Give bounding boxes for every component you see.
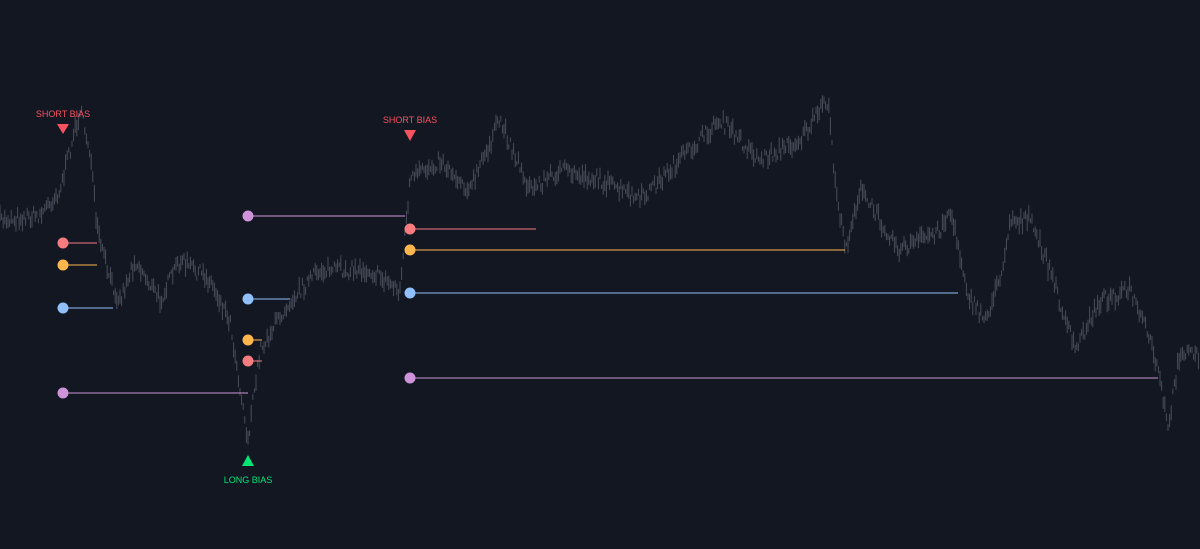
level-dot bbox=[242, 293, 254, 305]
short-bias-marker bbox=[57, 124, 69, 134]
short-bias-marker bbox=[404, 130, 416, 141]
level-dot bbox=[242, 334, 254, 346]
long-bias-label: LONG BIAS bbox=[224, 475, 273, 485]
level-dot bbox=[57, 387, 69, 399]
price-wicks bbox=[0, 95, 1199, 445]
level-dot bbox=[242, 210, 254, 222]
long-bias-marker bbox=[242, 455, 254, 466]
level-dot bbox=[242, 355, 254, 367]
level-dot bbox=[57, 259, 69, 271]
short-bias-label: SHORT BIAS bbox=[36, 109, 90, 119]
level-dot bbox=[57, 302, 69, 314]
level-dot bbox=[404, 223, 416, 235]
bias-levels bbox=[57, 210, 1158, 399]
level-dot bbox=[404, 372, 416, 384]
price-bars bbox=[0, 95, 1199, 445]
level-dot bbox=[404, 287, 416, 299]
short-bias-label: SHORT BIAS bbox=[383, 115, 437, 125]
level-dot bbox=[404, 244, 416, 256]
level-dot bbox=[57, 237, 69, 249]
